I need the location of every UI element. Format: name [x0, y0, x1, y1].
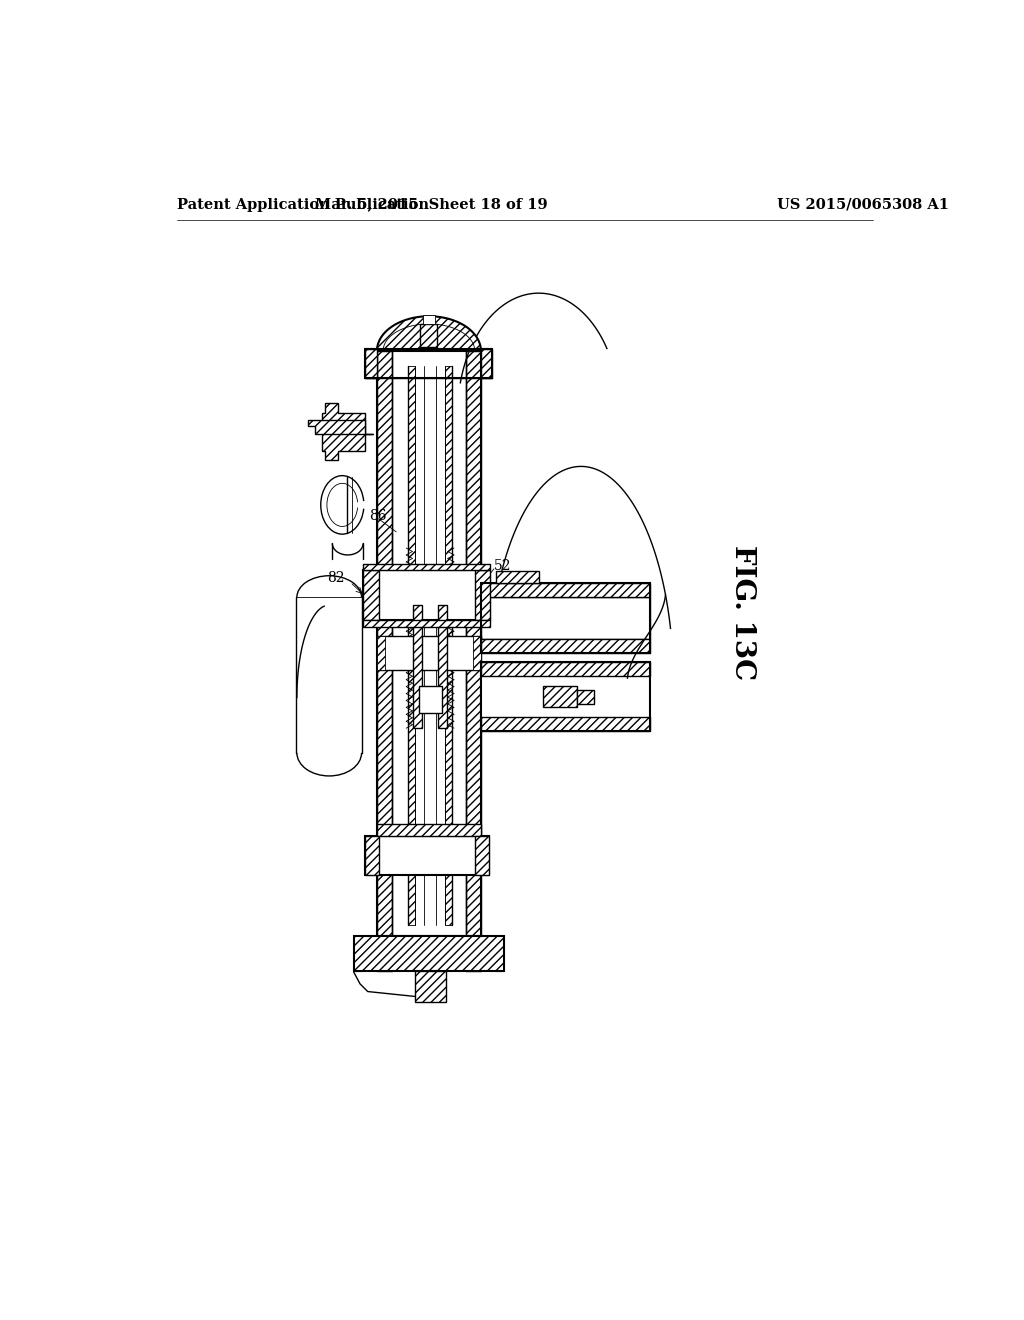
Text: FIG. 13C: FIG. 13C	[729, 545, 756, 680]
Polygon shape	[296, 752, 361, 776]
Bar	[419, 686, 441, 713]
Polygon shape	[322, 404, 366, 461]
Bar	[366, 348, 377, 378]
Bar	[377, 636, 385, 671]
Text: US 2015/0065308 A1: US 2015/0065308 A1	[777, 198, 949, 211]
Bar	[364, 620, 490, 627]
Bar	[481, 583, 650, 653]
Bar	[481, 639, 650, 653]
Bar	[438, 605, 447, 729]
Bar	[413, 605, 422, 729]
Bar	[473, 636, 481, 671]
Bar	[445, 367, 453, 924]
Bar	[481, 597, 646, 718]
Bar	[364, 570, 379, 620]
Bar	[466, 351, 481, 970]
Bar	[421, 323, 437, 347]
Bar	[481, 718, 650, 731]
Bar	[578, 689, 594, 704]
Bar	[423, 314, 435, 323]
Bar	[497, 572, 539, 583]
Bar	[366, 836, 488, 875]
Bar	[475, 570, 490, 620]
Bar	[475, 836, 488, 875]
Bar	[419, 686, 441, 713]
Bar	[481, 597, 650, 639]
Text: 86: 86	[370, 510, 387, 524]
Bar	[408, 367, 415, 924]
Text: 52: 52	[494, 560, 512, 573]
Polygon shape	[377, 317, 481, 351]
Bar	[364, 570, 490, 620]
Bar	[377, 825, 481, 836]
Bar	[377, 636, 481, 671]
Bar	[481, 663, 650, 731]
Text: Mar. 5, 2015  Sheet 18 of 19: Mar. 5, 2015 Sheet 18 of 19	[314, 198, 547, 211]
Bar	[392, 351, 466, 970]
Polygon shape	[307, 420, 373, 434]
Bar	[481, 348, 493, 378]
Bar	[364, 564, 490, 570]
Bar	[481, 676, 650, 718]
Bar	[543, 686, 578, 708]
Bar	[481, 583, 650, 598]
Bar	[377, 351, 392, 970]
Text: 82: 82	[327, 572, 345, 585]
Bar	[354, 936, 504, 970]
Text: Patent Application Publication: Patent Application Publication	[177, 198, 429, 211]
Bar	[416, 970, 446, 1002]
Bar	[366, 836, 379, 875]
Bar	[366, 348, 493, 378]
Bar	[481, 663, 650, 676]
